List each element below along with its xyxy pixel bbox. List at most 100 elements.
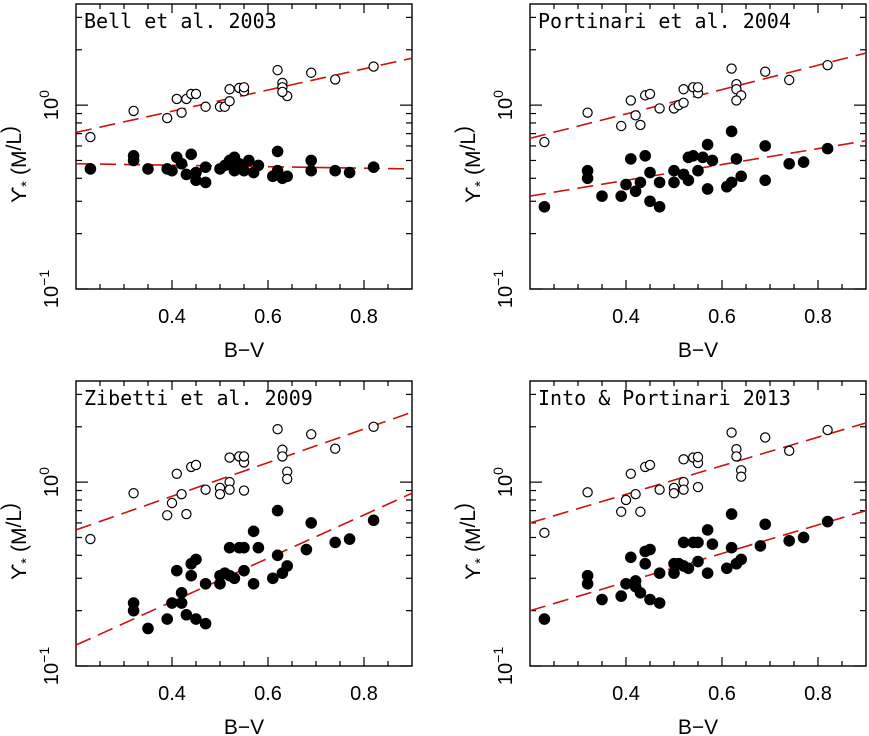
open-point bbox=[306, 67, 317, 78]
open-point bbox=[625, 95, 637, 106]
filled-point bbox=[668, 176, 680, 189]
open-point bbox=[692, 481, 704, 493]
x-tick-label: 0.8 bbox=[350, 683, 378, 705]
filled-point bbox=[620, 577, 632, 590]
filled-point bbox=[615, 590, 627, 602]
open-point bbox=[85, 131, 96, 143]
open-point bbox=[128, 488, 139, 499]
y-tick-label: 10−1 bbox=[36, 270, 63, 308]
x-tick-label: 0.8 bbox=[804, 683, 832, 705]
filled-point bbox=[629, 185, 642, 198]
x-tick-label: 0.6 bbox=[708, 306, 736, 328]
y-tick-label: 100 bbox=[490, 467, 517, 497]
filled-point bbox=[644, 195, 656, 208]
filled-point bbox=[161, 613, 173, 625]
filled-point bbox=[725, 176, 738, 189]
open-point bbox=[85, 533, 96, 545]
filled-point bbox=[735, 170, 747, 183]
filled-point bbox=[329, 536, 341, 549]
panel-1: 0.4 0.6 0.8 10−1 100 Bell et al. 2003 B−V ϒ*(M/… bbox=[0, 3, 413, 362]
y-axis-label: ϒ*(M/L) bbox=[452, 126, 489, 203]
y-axis-label: ϒ*(M/L) bbox=[0, 126, 35, 203]
filled-point bbox=[725, 508, 738, 520]
y-axis-label: ϒ*(M/L) bbox=[0, 503, 35, 580]
filled-point bbox=[223, 541, 236, 554]
filled-point bbox=[305, 517, 317, 529]
y-axis-label: ϒ*(M/L) bbox=[452, 503, 489, 580]
open-point bbox=[128, 105, 139, 117]
filled-point bbox=[180, 608, 193, 621]
filled-point bbox=[367, 514, 380, 527]
filled-point bbox=[692, 536, 704, 549]
filled-point bbox=[247, 525, 260, 538]
open-point bbox=[635, 506, 646, 517]
filled-point bbox=[701, 183, 714, 195]
open-point bbox=[644, 459, 656, 471]
open-point bbox=[760, 432, 771, 443]
filled-point bbox=[701, 138, 714, 151]
filled-point bbox=[305, 154, 317, 167]
filled-point bbox=[329, 164, 341, 177]
x-tick-label: 0.4 bbox=[612, 683, 640, 705]
filled-point bbox=[185, 148, 197, 161]
filled-point bbox=[692, 164, 704, 177]
data-layer bbox=[530, 422, 866, 625]
filled-point bbox=[84, 163, 97, 175]
y-tick-label: 10−1 bbox=[490, 270, 517, 308]
x-axis-label: B−V bbox=[678, 339, 718, 362]
open-point bbox=[736, 471, 747, 482]
panel-4: 0.4 0.6 0.8 10−1 100 Into & Portinari 2013 B−V… bbox=[452, 380, 867, 736]
y-tick-label: 100 bbox=[490, 90, 517, 120]
open-point bbox=[678, 97, 689, 108]
filled-point bbox=[821, 515, 834, 528]
open-point bbox=[822, 59, 833, 71]
filled-point bbox=[127, 154, 140, 167]
plot-frame bbox=[529, 380, 867, 667]
filled-point bbox=[271, 504, 284, 517]
filled-point bbox=[754, 540, 767, 552]
filled-point bbox=[367, 161, 380, 173]
filled-point bbox=[639, 557, 651, 570]
x-tick-label: 0.8 bbox=[350, 306, 378, 328]
filled-point bbox=[199, 577, 212, 590]
filled-point bbox=[171, 564, 183, 577]
open-point bbox=[582, 487, 593, 498]
open-point bbox=[277, 86, 288, 98]
filled-point bbox=[725, 125, 738, 138]
open-point bbox=[368, 61, 379, 72]
open-point bbox=[224, 484, 235, 495]
filled-point bbox=[624, 551, 637, 564]
filled-point bbox=[266, 572, 279, 585]
open-point bbox=[822, 424, 833, 436]
open-point bbox=[644, 88, 656, 100]
filled-point bbox=[581, 577, 594, 590]
panel-title: Into & Portinari 2013 bbox=[538, 386, 791, 410]
x-tick-label: 0.4 bbox=[612, 306, 640, 328]
panel-2: 0.4 0.6 0.8 10−1 100 Portinari et al. 2004 B−V… bbox=[452, 3, 867, 362]
filled-point bbox=[706, 538, 719, 550]
filled-point bbox=[692, 555, 704, 568]
panel-title: Zibetti et al. 2009 bbox=[84, 386, 313, 410]
filled-point bbox=[199, 617, 212, 630]
filled-point bbox=[668, 164, 680, 177]
filled-point bbox=[653, 597, 666, 609]
filled-point bbox=[199, 176, 212, 189]
filled-point bbox=[190, 553, 202, 566]
open-point bbox=[760, 66, 771, 77]
open-point bbox=[692, 82, 704, 93]
x-axis-label: B−V bbox=[224, 339, 264, 362]
filled-point bbox=[759, 518, 771, 531]
filled-point bbox=[305, 164, 317, 177]
filled-point bbox=[343, 166, 356, 179]
open-point bbox=[635, 119, 646, 131]
filled-point bbox=[166, 597, 178, 609]
open-point bbox=[190, 459, 202, 471]
filled-point bbox=[127, 604, 140, 617]
panel-title: Bell et al. 2003 bbox=[84, 9, 277, 33]
filled-point bbox=[175, 587, 188, 599]
filled-point bbox=[247, 577, 260, 590]
y-tick-label: 100 bbox=[36, 90, 63, 120]
open-point bbox=[539, 527, 550, 539]
filled-point bbox=[653, 176, 666, 189]
filled-point bbox=[175, 597, 188, 609]
